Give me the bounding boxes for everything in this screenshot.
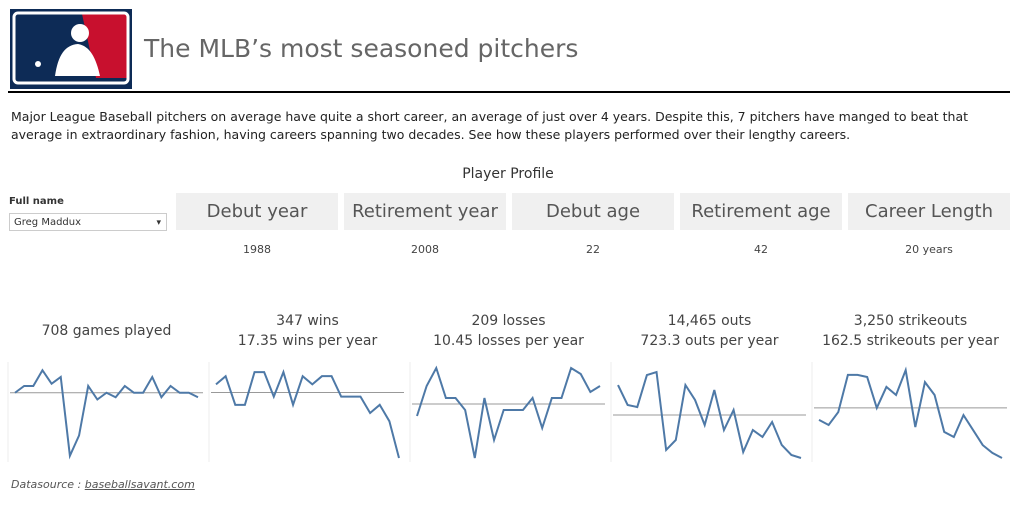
filter-label: Full name bbox=[9, 196, 64, 207]
field-label: Retirement age bbox=[680, 193, 842, 230]
source-link[interactable]: baseballsavant.com bbox=[84, 478, 195, 491]
field-value: 20 years bbox=[905, 243, 953, 256]
intro: Major League Baseball pitchers on averag… bbox=[11, 109, 969, 142]
field-value: 22 bbox=[586, 243, 600, 256]
stat-subtitle: 723.3 outs per year bbox=[640, 333, 778, 349]
stat-title: 708 games played bbox=[42, 323, 172, 339]
stat-title: 347 wins bbox=[276, 313, 339, 329]
profile-title: Player Profile bbox=[462, 166, 554, 182]
title: The MLB’s most seasoned pitchers bbox=[144, 34, 579, 63]
footer-prefix: Datasource : bbox=[11, 478, 85, 491]
rule bbox=[8, 91, 1010, 93]
footer: Datasource : baseballsavant.com bbox=[11, 478, 195, 491]
stat-title: 14,465 outs bbox=[668, 313, 752, 329]
sparkline bbox=[818, 366, 1003, 459]
stat-title: 3,250 strikeouts bbox=[854, 313, 967, 329]
field-label: Debut year bbox=[176, 193, 338, 230]
stat-subtitle: 162.5 strikeouts per year bbox=[822, 333, 999, 349]
logo bbox=[10, 9, 132, 89]
stat-subtitle: 10.45 losses per year bbox=[433, 333, 584, 349]
field-value: 2008 bbox=[411, 243, 439, 256]
sparkline bbox=[617, 370, 802, 459]
field-value: 42 bbox=[754, 243, 768, 256]
field-label: Debut age bbox=[512, 193, 674, 230]
sparkline bbox=[416, 365, 601, 459]
sparkline bbox=[215, 369, 400, 459]
field-value: 1988 bbox=[243, 243, 271, 256]
field-label: Retirement year bbox=[344, 193, 506, 230]
field-label: Career Length bbox=[848, 193, 1010, 230]
filter-dropdown[interactable]: Greg Maddux bbox=[9, 213, 167, 232]
stat-subtitle: 17.35 wins per year bbox=[238, 333, 378, 349]
sparkline bbox=[14, 368, 199, 460]
filter-value[interactable]: Greg Maddux bbox=[14, 217, 82, 228]
stat-title: 209 losses bbox=[471, 313, 545, 329]
